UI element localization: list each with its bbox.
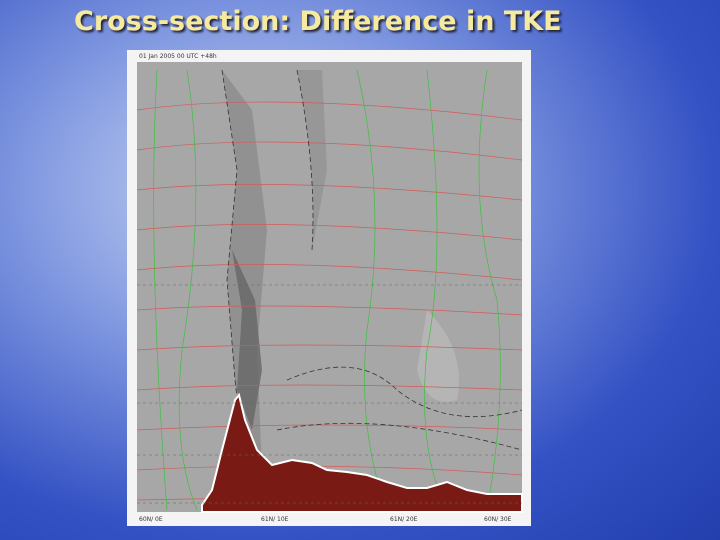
figure-header: 01 Jan 2005 00 UTC +48h: [139, 53, 217, 60]
cross-section-figure: 01 Jan 2005 00 UTC +48h Cloud WatTempRel…: [127, 50, 531, 526]
location-label: 60N/ 30E: [484, 516, 512, 523]
slide-title: Cross-section: Difference in TKE: [74, 6, 562, 37]
tke-shading: [297, 70, 327, 250]
plot-area: [137, 62, 522, 512]
location-label: 60N/ 0E: [139, 516, 163, 523]
pressure-levels: 700mb850mb925mb1000mb: [137, 284, 522, 504]
terrain: [201, 392, 523, 513]
tke-contours: [221, 69, 523, 471]
humidity-contours: [153, 69, 501, 511]
locations: 60N/ 0E 61N/ 10E 61N/ 20E 60N/ 30E: [139, 516, 512, 523]
location-label: 61N/ 20E: [390, 516, 418, 523]
tke-shading: [417, 310, 459, 402]
location-label: 61N/ 10E: [261, 516, 289, 523]
